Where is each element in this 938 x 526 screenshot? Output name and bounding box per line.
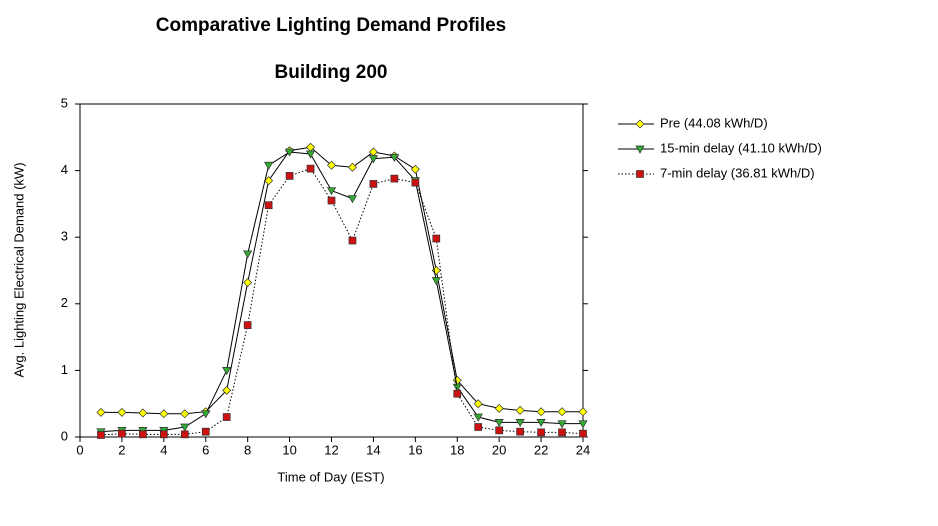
- marker: [264, 201, 273, 210]
- marker: [326, 187, 337, 196]
- legend-marker: [635, 145, 645, 154]
- marker: [159, 430, 168, 439]
- x-tick-label: 8: [244, 442, 251, 457]
- marker: [348, 236, 357, 245]
- marker: [243, 321, 252, 329]
- marker: [264, 161, 274, 170]
- marker: [180, 423, 190, 432]
- y-tick-label: 0: [61, 428, 68, 443]
- marker: [515, 418, 525, 428]
- x-tick-label: 0: [76, 442, 83, 457]
- legend-marker: [635, 119, 645, 129]
- marker: [558, 428, 566, 437]
- plot-frame: [79, 103, 584, 438]
- marker: [411, 178, 420, 187]
- marker: [368, 147, 378, 157]
- marker: [138, 408, 148, 418]
- marker: [495, 426, 504, 435]
- marker: [410, 164, 420, 174]
- legend-label: Pre (44.08 kWh/D): [660, 115, 768, 130]
- x-tick-label: 16: [408, 442, 422, 457]
- marker: [222, 385, 232, 395]
- marker: [474, 423, 483, 431]
- marker: [578, 407, 588, 417]
- marker: [327, 160, 336, 170]
- marker: [453, 389, 462, 398]
- marker: [327, 196, 336, 205]
- marker: [285, 172, 294, 180]
- marker: [473, 399, 483, 409]
- series-line: [100, 168, 584, 436]
- x-tick-label: 2: [118, 442, 125, 457]
- marker: [201, 427, 210, 436]
- x-tick-label: 12: [324, 442, 338, 457]
- marker: [96, 407, 106, 417]
- marker: [347, 162, 357, 172]
- marker: [118, 429, 126, 438]
- marker: [284, 148, 295, 157]
- marker: [201, 410, 211, 419]
- marker: [222, 413, 231, 421]
- marker: [536, 407, 546, 417]
- marker: [473, 413, 483, 422]
- marker: [139, 430, 147, 439]
- y-tick-label: 4: [61, 162, 68, 177]
- marker: [516, 427, 524, 436]
- y-tick-label: 2: [61, 295, 68, 310]
- x-tick-label: 24: [576, 442, 590, 457]
- y-tick-label: 5: [61, 95, 68, 110]
- x-tick-label: 14: [366, 442, 380, 457]
- chart-subtitle: Building 200: [275, 62, 388, 83]
- marker: [494, 403, 504, 413]
- x-tick-label: 22: [534, 442, 548, 457]
- chart-title: Comparative Lighting Demand Profiles: [156, 15, 507, 36]
- marker: [389, 153, 399, 162]
- marker: [222, 367, 232, 376]
- marker: [243, 250, 253, 259]
- marker: [180, 409, 190, 419]
- marker: [515, 405, 525, 415]
- marker: [494, 418, 504, 428]
- marker: [306, 164, 315, 173]
- marker: [452, 383, 462, 392]
- marker: [557, 407, 567, 417]
- marker: [557, 420, 567, 429]
- y-tick-label: 1: [61, 362, 68, 377]
- series-line: [100, 146, 583, 415]
- series-line: [100, 151, 583, 433]
- marker: [536, 418, 546, 428]
- marker: [159, 409, 169, 419]
- marker: [578, 420, 588, 429]
- legend-label: 15-min delay (41.10 kWh/D): [660, 140, 822, 155]
- marker: [369, 180, 378, 188]
- marker: [347, 195, 358, 204]
- marker: [243, 277, 253, 287]
- marker: [180, 430, 189, 439]
- y-tick-label: 3: [61, 229, 68, 244]
- x-tick-label: 4: [160, 442, 167, 457]
- marker: [117, 407, 127, 417]
- x-tick-label: 10: [282, 442, 296, 457]
- marker: [305, 150, 316, 159]
- x-axis-label: Time of Day (EST): [277, 469, 384, 484]
- marker: [264, 176, 274, 186]
- legend-marker: [636, 170, 644, 178]
- x-tick-label: 6: [202, 442, 209, 457]
- marker: [537, 428, 545, 437]
- marker: [368, 155, 379, 164]
- x-tick-label: 18: [450, 442, 464, 457]
- x-tick-label: 20: [492, 442, 506, 457]
- marker: [432, 234, 441, 243]
- legend-label: 7-min delay (36.81 kWh/D): [660, 165, 815, 180]
- marker: [97, 431, 105, 439]
- y-axis-label: Avg. Lighting Electrical Demand (kW): [11, 162, 26, 377]
- marker: [390, 174, 399, 183]
- marker: [431, 277, 441, 286]
- marker: [579, 429, 587, 438]
